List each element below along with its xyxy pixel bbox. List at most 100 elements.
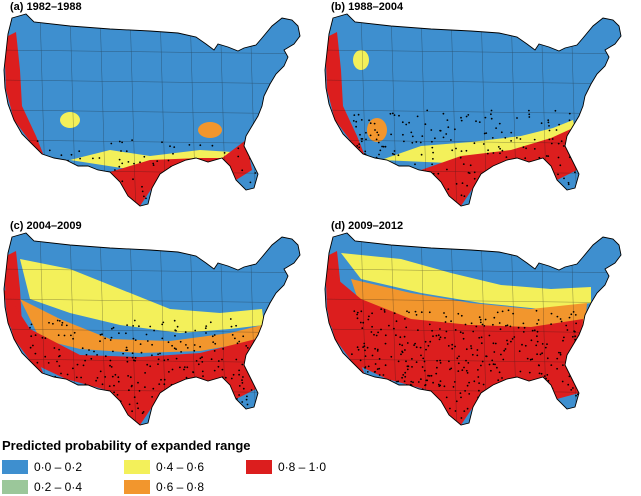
occurrence-dot [246, 395, 248, 398]
occurrence-dot [559, 164, 562, 167]
occurrence-dot [362, 321, 365, 324]
occurrence-dot [415, 361, 418, 363]
occurrence-dot [380, 308, 383, 310]
occurrence-dot [173, 146, 176, 149]
occurrence-dot [210, 412, 213, 415]
occurrence-dot [506, 380, 509, 383]
occurrence-dot [30, 323, 33, 326]
occurrence-dot [521, 343, 523, 346]
occurrence-dot [354, 388, 357, 391]
occurrence-dot [460, 194, 463, 197]
occurrence-dot [410, 412, 413, 415]
occurrence-dot [203, 398, 206, 401]
occurrence-dot [547, 119, 550, 122]
occurrence-dot [567, 183, 570, 186]
occurrence-dot [145, 333, 148, 336]
occurrence-dot [125, 332, 127, 335]
occurrence-dot [125, 150, 128, 153]
occurrence-dot [126, 324, 128, 326]
occurrence-dot [359, 321, 362, 324]
legend-swatch [2, 460, 28, 474]
occurrence-dot [353, 310, 356, 313]
occurrence-dot [163, 378, 166, 381]
occurrence-dot [453, 381, 456, 383]
occurrence-dot [111, 375, 114, 378]
occurrence-dot [496, 311, 499, 314]
occurrence-dot [470, 322, 473, 325]
occurrence-dot [538, 372, 541, 375]
occurrence-dot [134, 359, 137, 362]
occurrence-dot [131, 410, 134, 413]
occurrence-dot [127, 161, 130, 163]
occurrence-dot [250, 389, 253, 391]
occurrence-dot [522, 391, 525, 393]
occurrence-dot [351, 353, 353, 356]
occurrence-dot [61, 412, 63, 415]
occurrence-dot [119, 404, 122, 407]
occurrence-dot [480, 336, 483, 339]
occurrence-dot [375, 394, 378, 397]
occurrence-dot [99, 340, 101, 343]
occurrence-dot [580, 150, 582, 153]
occurrence-dot [404, 349, 406, 351]
occurrence-dot [525, 380, 528, 383]
occurrence-dot [151, 354, 153, 357]
occurrence-dot [447, 126, 450, 129]
occurrence-dot [492, 342, 495, 345]
occurrence-dot [492, 402, 494, 405]
occurrence-dot [405, 123, 408, 126]
occurrence-dot [146, 340, 149, 342]
occurrence-dot [431, 146, 434, 149]
occurrence-dot [187, 386, 190, 389]
occurrence-dot [63, 334, 66, 337]
occurrence-dot [114, 373, 117, 376]
occurrence-dot [375, 397, 378, 400]
occurrence-dot [550, 178, 553, 181]
legend-label: 0·4 – 0·6 [156, 460, 205, 474]
occurrence-dot [138, 325, 140, 328]
occurrence-dot [384, 382, 387, 384]
occurrence-dot [415, 141, 418, 143]
occurrence-dot [416, 115, 419, 118]
occurrence-dot [56, 195, 59, 198]
occurrence-dot [504, 193, 506, 196]
probability-zone [110, 140, 252, 206]
occurrence-dot [551, 138, 554, 140]
occurrence-dot [172, 391, 175, 394]
occurrence-dot [415, 346, 418, 349]
occurrence-dot [445, 396, 448, 399]
occurrence-dot [393, 153, 396, 156]
occurrence-dot [420, 153, 423, 156]
occurrence-dot [371, 312, 373, 315]
occurrence-dot [380, 328, 382, 331]
occurrence-dot [499, 152, 501, 155]
occurrence-dot [561, 380, 564, 383]
occurrence-dot [540, 381, 542, 384]
occurrence-dot [529, 192, 531, 195]
occurrence-dot [410, 131, 413, 134]
occurrence-dot [393, 327, 395, 330]
occurrence-dot [439, 129, 441, 132]
occurrence-dot [205, 401, 208, 403]
occurrence-dot [530, 339, 533, 342]
occurrence-dot [419, 346, 422, 349]
occurrence-dot [465, 348, 468, 351]
occurrence-dot [424, 123, 427, 126]
occurrence-dot [378, 374, 381, 376]
occurrence-dot [198, 191, 201, 193]
occurrence-dot [181, 386, 184, 388]
occurrence-dot [374, 370, 376, 373]
occurrence-dot [490, 113, 492, 116]
occurrence-dot [420, 378, 422, 380]
occurrence-dot [60, 154, 63, 157]
occurrence-dot [505, 156, 508, 159]
occurrence-dot [480, 342, 483, 345]
occurrence-dot [493, 351, 496, 353]
probability-zone [4, 289, 256, 425]
occurrence-dot [536, 353, 538, 356]
occurrence-dot [543, 375, 546, 377]
occurrence-dot [253, 145, 256, 148]
occurrence-dot [574, 163, 577, 166]
occurrence-dot [550, 364, 553, 366]
occurrence-dot [454, 329, 457, 331]
